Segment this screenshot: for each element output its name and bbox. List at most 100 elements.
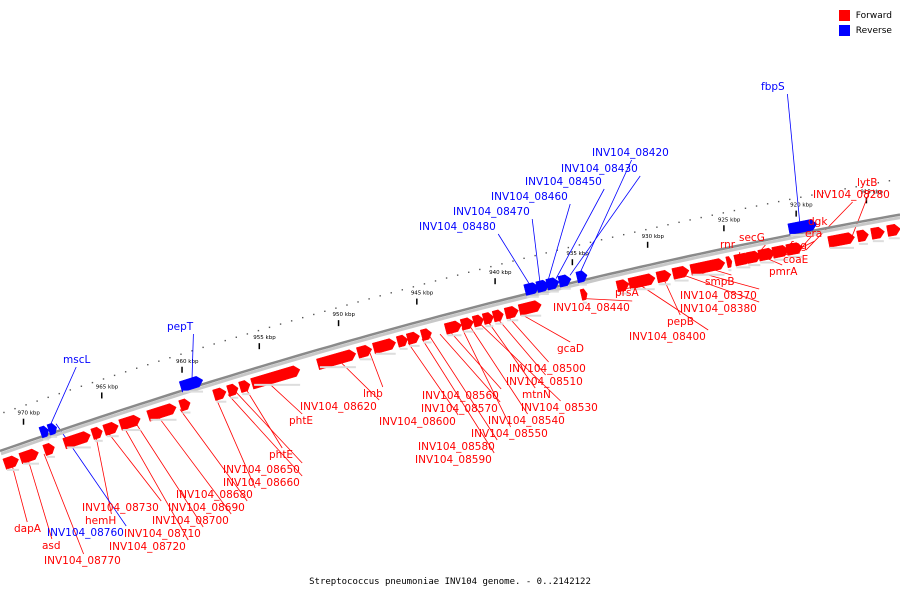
gene-shadow xyxy=(230,396,239,399)
forward-gene xyxy=(62,431,91,450)
ruler-dot xyxy=(169,357,171,359)
gene-label: lmb xyxy=(363,388,383,400)
ruler-dot xyxy=(578,244,581,246)
ruler-dot xyxy=(888,180,891,182)
label-connector xyxy=(805,201,853,251)
gene-shadow xyxy=(182,411,191,414)
gene-label: INV104_08550 xyxy=(471,428,548,440)
ruler-dot xyxy=(512,260,514,262)
ruler-dot xyxy=(390,292,392,294)
ruler-dot xyxy=(777,200,780,203)
ruler-dot xyxy=(556,249,558,251)
gene-shadow xyxy=(475,327,484,330)
ruler-dot xyxy=(822,192,824,194)
reverse-gene xyxy=(523,282,540,296)
ruler-dot xyxy=(456,274,459,276)
ruler-dot xyxy=(136,367,138,369)
forward-gene xyxy=(481,312,494,325)
genome-backbone-layer xyxy=(0,213,900,456)
gene-shadow xyxy=(748,264,761,267)
label-connector xyxy=(487,321,536,389)
ruler-dot xyxy=(257,329,260,332)
label-connector xyxy=(191,333,194,380)
gene-shadow xyxy=(692,273,725,276)
gene-label: INV104_08710 xyxy=(124,528,201,540)
ruler-dot xyxy=(678,221,680,224)
ruler-dot xyxy=(434,280,437,282)
tick-label: 955 kbp xyxy=(253,335,276,341)
gene-label: prsA xyxy=(615,287,639,299)
ruler-dot xyxy=(667,224,669,226)
gene-shadow xyxy=(521,314,542,317)
label-connector xyxy=(179,409,248,502)
forward-gene xyxy=(18,448,39,465)
ruler-dot xyxy=(335,307,337,309)
gene-shadow xyxy=(736,266,751,269)
gene-label: coaE xyxy=(783,254,808,266)
ruler-dot xyxy=(302,316,304,319)
ruler-dot xyxy=(246,333,249,335)
ruler-dot xyxy=(567,246,570,249)
forward-gene xyxy=(886,223,900,237)
label-connector xyxy=(123,427,189,541)
gene-label: INV104_08460 xyxy=(491,191,568,203)
label-connector xyxy=(421,338,495,454)
reverse-gene xyxy=(38,425,49,439)
label-connector xyxy=(639,284,709,331)
label-connector xyxy=(227,394,303,477)
gene-shadow xyxy=(46,455,55,458)
ruler-dot xyxy=(346,304,348,306)
gene-label: lytB xyxy=(857,177,877,189)
ruler-dot xyxy=(202,346,204,349)
gene-shadow xyxy=(829,246,854,249)
ruler-dot xyxy=(423,283,426,285)
label-connector xyxy=(479,323,561,402)
label-connector xyxy=(429,336,498,441)
gene-label: dgk xyxy=(808,216,828,228)
gene-label: INV104_08720 xyxy=(109,541,186,553)
ruler-dot xyxy=(468,271,470,273)
forward-gene xyxy=(371,338,397,355)
ruler-dot xyxy=(877,182,880,184)
label-connector xyxy=(531,218,541,283)
gene-shadow xyxy=(242,393,251,396)
gene-label: gcaD xyxy=(557,343,584,355)
gene-shadow xyxy=(122,429,141,432)
ruler-dot xyxy=(445,277,448,279)
ruler-dot xyxy=(36,400,38,402)
forward-gene xyxy=(443,320,462,335)
reverse-gene xyxy=(545,277,560,291)
ruler-dot xyxy=(25,404,27,406)
gene-label: asd xyxy=(42,540,61,552)
ruler-dot xyxy=(611,236,614,238)
ruler-dot xyxy=(490,265,492,268)
tick-label: 925 kbp xyxy=(718,217,741,223)
ruler-dot xyxy=(645,228,647,231)
gene-label: phtE xyxy=(269,449,293,461)
label-connector xyxy=(497,233,531,286)
ruler-dot xyxy=(113,374,116,377)
forward-gene xyxy=(238,380,251,394)
gene-shadow xyxy=(582,301,587,304)
label-connector xyxy=(683,274,760,303)
ruler-dot xyxy=(213,343,215,345)
gene-shadow xyxy=(788,255,803,258)
ruler-dot xyxy=(855,186,857,188)
label-connector xyxy=(157,416,232,515)
gene-shadow xyxy=(66,446,91,449)
gene-label: INV104_08560 xyxy=(422,390,499,402)
reverse-gene xyxy=(557,274,572,288)
ruler-dot xyxy=(58,392,60,395)
label-connector xyxy=(449,331,502,390)
outer-dotted-ruler xyxy=(3,180,891,414)
gene-shadow xyxy=(560,287,571,290)
gene-shadow xyxy=(760,261,775,264)
gene-label: INV104_08430 xyxy=(561,163,638,175)
ruler-dot xyxy=(268,326,271,329)
ruler-dot xyxy=(368,298,370,300)
forward-gene xyxy=(627,273,656,290)
tick-label: 945 kbp xyxy=(411,291,434,297)
label-connector xyxy=(107,432,162,502)
ruler-dot xyxy=(313,313,315,316)
reverse-gene xyxy=(787,219,818,235)
